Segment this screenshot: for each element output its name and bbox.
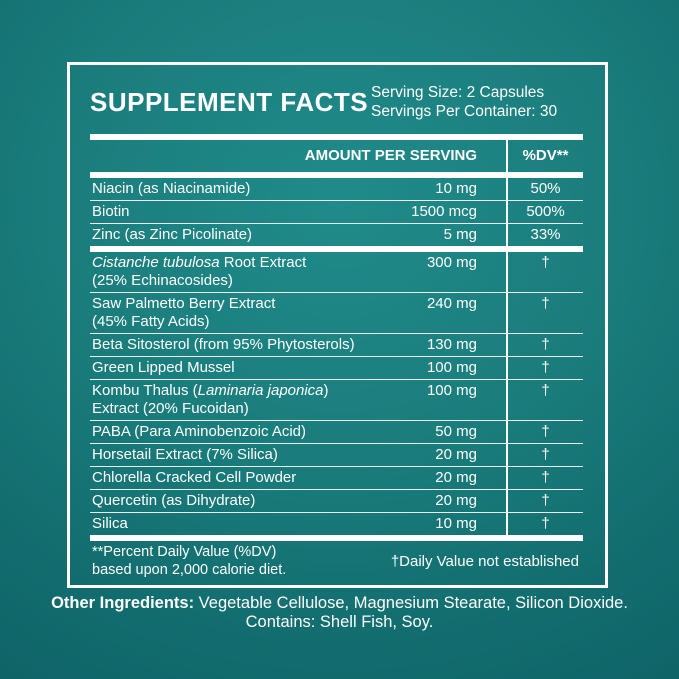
ingredient-amount: 20 mg — [435, 469, 477, 486]
divider-thick-top — [90, 134, 583, 140]
ingredient-name: Horsetail Extract (7% Silica) — [92, 446, 278, 463]
daily-value-footnote: †Daily Value not established — [390, 552, 579, 570]
title-band: SUPPLEMENT FACTS Serving Size: 2 Capsule… — [90, 65, 583, 134]
ingredient-amount: 1500 mcg — [411, 203, 477, 220]
ingredient-amount: 240 mg — [426, 295, 477, 312]
ingredient-name-line2: (25% Echinacosides) — [92, 272, 233, 289]
ingredient-name: Green Lipped Mussel — [92, 359, 235, 376]
ingredient-name: Quercetin (as Dihydrate) — [92, 492, 256, 509]
ingredient-name-line2: (45% Fatty Acids) — [92, 313, 210, 330]
ingredient-dv: 500% — [506, 201, 583, 223]
table-row: Horsetail Extract (7% Silica) 20 mg † — [90, 443, 583, 466]
table-row: Niacin (as Niacinamide) 10 mg 50% — [90, 178, 583, 200]
ingredient-amount: 50 mg — [435, 423, 477, 440]
ingredient-name: Beta Sitosterol (from 95% Phytosterols) — [92, 336, 355, 353]
table-row: Silica 10 mg † — [90, 512, 583, 535]
ingredient-name: Saw Palmetto Berry Extract (45% Fatty Aci… — [90, 293, 357, 333]
ingredient-dv: † — [506, 380, 583, 420]
table-row: Cistanche tubulosa Root Extract (25% Echi… — [90, 252, 583, 292]
table-row: Quercetin (as Dihydrate) 20 mg † — [90, 489, 583, 512]
ingredient-dv: † — [506, 490, 583, 512]
table-row: Green Lipped Mussel 100 mg † — [90, 356, 583, 379]
ingredient-dv: † — [506, 357, 583, 379]
ingredient-amount: 130 mg — [426, 336, 477, 353]
ingredient-name: Biotin — [92, 203, 130, 220]
table-row: Kombu Thalus (Laminaria japonica) Extract… — [90, 379, 583, 420]
ingredient-dv: † — [506, 444, 583, 466]
ingredient-amount: 20 mg — [435, 446, 477, 463]
ingredient-dv: † — [506, 467, 583, 489]
ingredient-dv: † — [506, 293, 583, 333]
ingredient-name: Kombu Thalus (Laminaria japonica) Extract… — [90, 380, 357, 420]
supplement-facts-panel: SUPPLEMENT FACTS Serving Size: 2 Capsule… — [67, 62, 608, 588]
ingredient-dv: 50% — [506, 178, 583, 200]
ingredient-name: Cistanche tubulosa Root Extract (25% Echi… — [90, 252, 357, 292]
footnote: **Percent Daily Value (%DV) based upon 2… — [90, 541, 583, 585]
divider-thick-mid — [90, 246, 583, 252]
other-ingredients: Other Ingredients: Vegetable Cellulose, … — [0, 594, 679, 632]
other-ingredients-label: Other Ingredients: — [51, 594, 195, 612]
divider-thick-below-header — [90, 172, 583, 178]
footnote-line-2: based upon 2,000 calorie diet. — [92, 562, 287, 578]
table-row: Biotin 1500 mcg 500% — [90, 200, 583, 223]
table-row: Beta Sitosterol (from 95% Phytosterols) 1… — [90, 333, 583, 356]
column-header-amount: AMOUNT PER SERVING — [304, 147, 477, 164]
botanicals-group: Cistanche tubulosa Root Extract (25% Echi… — [90, 252, 583, 535]
percent-dv-footnote: **Percent Daily Value (%DV) based upon 2… — [92, 543, 286, 579]
ingredient-amount: 100 mg — [426, 359, 477, 376]
ingredient-name: Niacin (as Niacinamide) — [92, 180, 251, 197]
ingredient-amount: 5 mg — [443, 226, 477, 243]
ingredient-dv: 33% — [506, 224, 583, 246]
ingredient-amount: 20 mg — [435, 492, 477, 509]
ingredient-amount: 300 mg — [426, 254, 477, 271]
vitamins-group: Niacin (as Niacinamide) 10 mg 50% Biotin 150… — [90, 178, 583, 246]
page-title: SUPPLEMENT FACTS — [90, 87, 369, 117]
table-row: Zinc (as Zinc Picolinate) 5 mg 33% — [90, 223, 583, 246]
serving-info: Serving Size: 2 Capsules Servings Per Co… — [371, 83, 583, 121]
ingredient-amount: 100 mg — [426, 382, 477, 399]
table-row: Saw Palmetto Berry Extract (45% Fatty Aci… — [90, 292, 583, 333]
ingredient-amount: 10 mg — [435, 180, 477, 197]
contains-line: Contains: Shell Fish, Soy. — [245, 613, 434, 631]
ingredient-name: Silica — [92, 515, 128, 532]
servings-per-container-text: Servings Per Container: 30 — [371, 102, 558, 120]
ingredient-amount: 10 mg — [435, 515, 477, 532]
ingredient-dv: † — [506, 513, 583, 535]
ingredient-name: Chlorella Cracked Cell Powder — [92, 469, 297, 486]
ingredient-name: Zinc (as Zinc Picolinate) — [92, 226, 253, 243]
other-ingredients-line-1: Other Ingredients: Vegetable Cellulose, … — [0, 594, 679, 613]
table-row: Chlorella Cracked Cell Powder 20 mg † — [90, 466, 583, 489]
table-row: PABA (Para Aminobenzoic Acid) 50 mg † — [90, 420, 583, 443]
divider-thick-bottom — [90, 535, 583, 541]
table-column-header: AMOUNT PER SERVING %DV** — [90, 140, 583, 172]
ingredient-dv: † — [506, 252, 583, 292]
ingredient-name-line2: Extract (20% Fucoidan) — [92, 400, 249, 417]
ingredient-dv: † — [506, 334, 583, 356]
serving-size-text: Serving Size: 2 Capsules — [371, 83, 545, 101]
column-header-dv: %DV** — [506, 140, 583, 172]
footnote-line-1: **Percent Daily Value (%DV) — [92, 544, 277, 560]
ingredient-name: PABA (Para Aminobenzoic Acid) — [92, 423, 306, 440]
ingredient-dv: † — [506, 421, 583, 443]
other-ingredients-list: Vegetable Cellulose, Magnesium Stearate,… — [194, 594, 628, 612]
